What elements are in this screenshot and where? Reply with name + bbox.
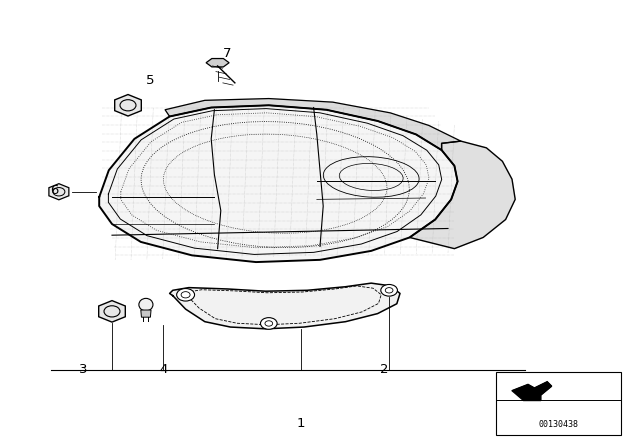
Circle shape xyxy=(260,318,277,329)
Text: 3: 3 xyxy=(79,363,88,376)
Polygon shape xyxy=(410,141,515,249)
Polygon shape xyxy=(141,310,151,317)
Text: 2: 2 xyxy=(380,363,388,376)
Text: 7: 7 xyxy=(223,47,232,60)
Bar xyxy=(496,372,621,435)
Polygon shape xyxy=(115,95,141,116)
Circle shape xyxy=(381,284,397,296)
Text: 6: 6 xyxy=(50,184,59,197)
Text: 4: 4 xyxy=(159,363,168,376)
Text: 00130438: 00130438 xyxy=(538,420,579,429)
Ellipse shape xyxy=(139,298,153,311)
Text: 1: 1 xyxy=(296,417,305,430)
Polygon shape xyxy=(49,184,69,200)
Polygon shape xyxy=(206,59,229,67)
Polygon shape xyxy=(99,105,458,262)
Text: 5: 5 xyxy=(146,74,155,87)
Polygon shape xyxy=(99,301,125,322)
Polygon shape xyxy=(165,99,461,150)
Circle shape xyxy=(177,289,195,301)
Polygon shape xyxy=(512,382,552,401)
Polygon shape xyxy=(170,283,400,329)
